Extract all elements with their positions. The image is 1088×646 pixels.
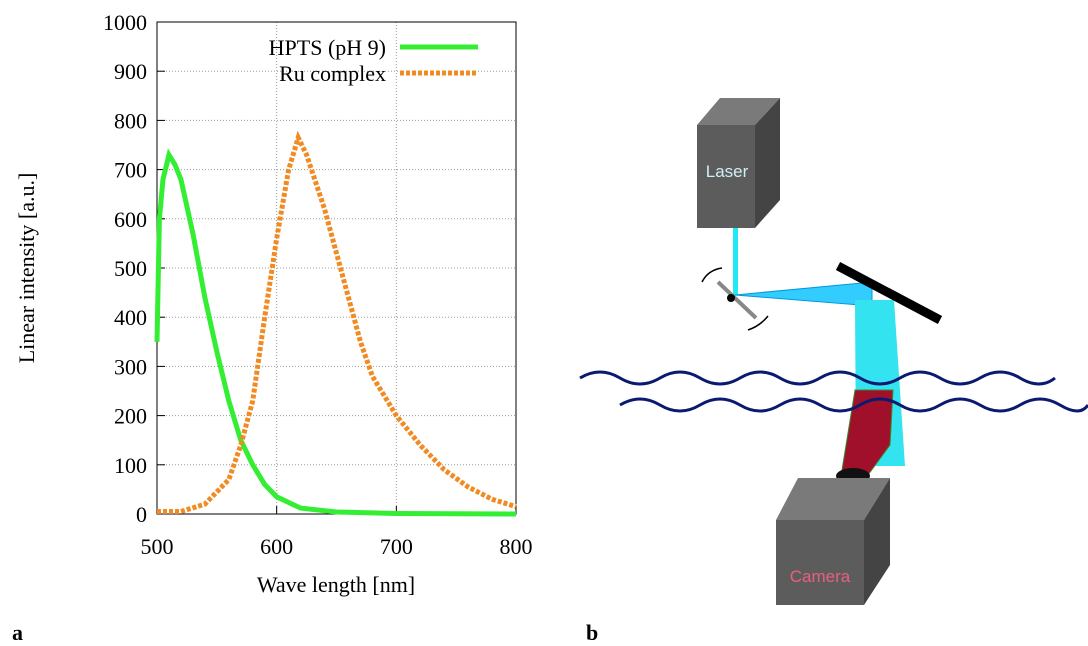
beam — [733, 228, 738, 295]
x-tick-label: 600 — [260, 534, 293, 559]
panel-label: b — [586, 620, 598, 645]
laser-label: Laser — [706, 162, 749, 181]
camera-side — [864, 478, 890, 605]
mirror — [835, 262, 943, 324]
rotation-arrow — [701, 267, 769, 331]
x-axis-title: Wave length [nm] — [257, 572, 415, 597]
diagram: Laser Camera — [579, 98, 1088, 605]
y-tick-label: 300 — [114, 354, 147, 379]
beam — [734, 281, 873, 307]
y-tick-label: 0 — [136, 502, 147, 527]
y-tick-label: 200 — [114, 404, 147, 429]
x-tick-label: 700 — [380, 534, 413, 559]
pivot — [727, 294, 735, 302]
y-tick-label: 600 — [114, 207, 147, 232]
y-tick-label: 1000 — [103, 10, 147, 35]
x-tick-label: 500 — [141, 534, 174, 559]
y-tick-label: 700 — [114, 158, 147, 183]
scan-mirror — [716, 280, 758, 320]
legend-label: HPTS (pH 9) — [269, 35, 386, 60]
y-tick-label: 800 — [114, 108, 147, 133]
water-surface — [579, 370, 1056, 386]
panel-label: a — [12, 620, 23, 645]
camera-label: Camera — [790, 567, 851, 586]
plot-frame — [156, 21, 517, 515]
laser-top — [697, 98, 780, 125]
laser-front — [697, 125, 755, 228]
camera-top — [776, 478, 890, 520]
camera-lens — [841, 389, 894, 476]
y-axis-title: Linear intensity [a.u.] — [14, 173, 39, 364]
y-tick-label: 500 — [114, 256, 147, 281]
legend-label: Ru complex — [279, 61, 386, 86]
laser-side — [755, 98, 780, 228]
x-tick-label: 800 — [500, 534, 533, 559]
y-tick-label: 100 — [114, 453, 147, 478]
y-tick-label: 900 — [114, 59, 147, 84]
water-surface — [619, 397, 1088, 413]
y-tick-label: 400 — [114, 305, 147, 330]
camera-front — [776, 520, 864, 605]
series-line — [154, 148, 517, 517]
